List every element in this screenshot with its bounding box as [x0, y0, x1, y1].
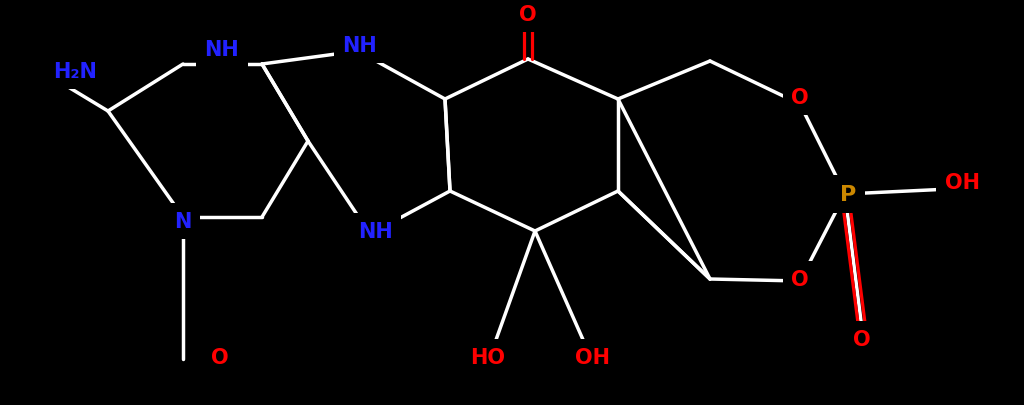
Text: NH: NH: [357, 222, 392, 241]
Text: P: P: [840, 185, 856, 205]
Text: O: O: [211, 347, 228, 367]
Text: NH: NH: [205, 40, 240, 60]
Text: H₂N: H₂N: [53, 62, 97, 82]
Text: O: O: [792, 269, 809, 289]
Text: N: N: [174, 211, 191, 231]
Text: OH: OH: [944, 173, 980, 192]
Text: O: O: [792, 88, 809, 108]
Text: O: O: [853, 329, 870, 349]
Text: HO: HO: [470, 347, 506, 367]
Text: NH: NH: [343, 36, 378, 56]
Text: O: O: [519, 5, 537, 25]
Text: OH: OH: [574, 347, 609, 367]
